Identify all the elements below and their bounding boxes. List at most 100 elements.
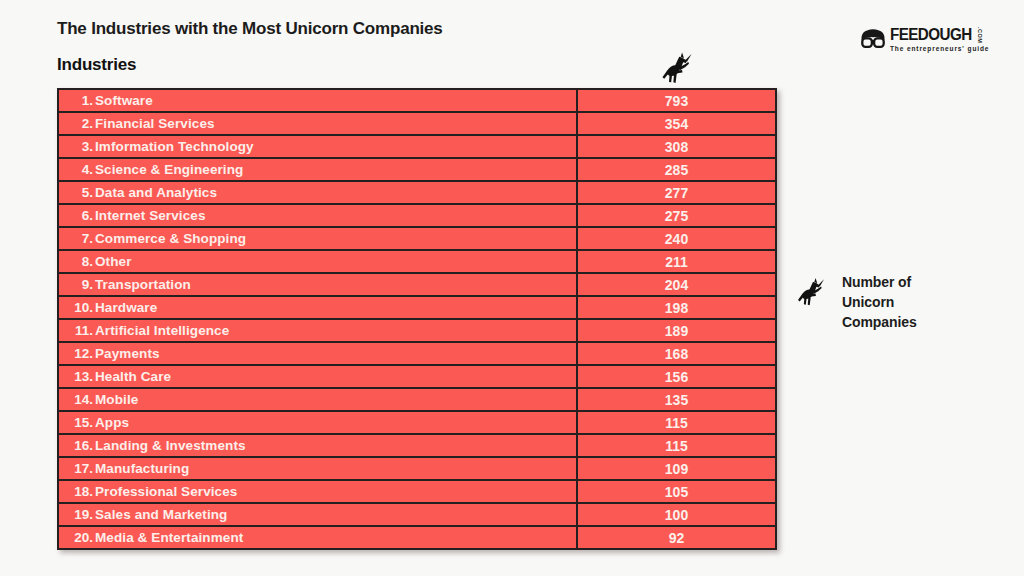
row-value: 277 [578, 182, 775, 203]
row-industry-label: Professional Services [95, 484, 237, 499]
industry-cell: 20.Media & Entertainment [59, 527, 578, 548]
industry-cell: 12.Payments [59, 343, 578, 364]
row-rank: 2. [59, 116, 93, 131]
row-value: 189 [578, 320, 775, 341]
table-row: 11.Artificial Intelligence189 [59, 318, 775, 341]
row-rank: 5. [59, 185, 93, 200]
row-value: 275 [578, 205, 775, 226]
industry-cell: 15.Apps [59, 412, 578, 433]
row-industry-label: Mobile [95, 392, 138, 407]
industry-cell: 2.Financial Services [59, 113, 578, 134]
industry-cell: 18.Professional Services [59, 481, 578, 502]
unicorn-table: 1.Software7932.Financial Services3543.Im… [57, 88, 777, 550]
row-rank: 14. [59, 392, 93, 407]
feedough-face-icon [860, 27, 886, 53]
industry-cell: 13.Health Care [59, 366, 578, 387]
row-value: 115 [578, 412, 775, 433]
table-row: 9.Transportation 204 [59, 272, 775, 295]
row-value: 92 [578, 527, 775, 548]
row-rank: 18. [59, 484, 93, 499]
row-rank: 12. [59, 346, 93, 361]
logo-tagline: The entrepreneurs' guide [890, 45, 989, 52]
table-row: 18.Professional Services105 [59, 479, 775, 502]
row-industry-label: Landing & Investments [95, 438, 246, 453]
row-value: 135 [578, 389, 775, 410]
row-industry-label: Internet Services [95, 208, 206, 223]
industry-cell: 19.Sales and Marketing [59, 504, 578, 525]
industry-cell: 11.Artificial Intelligence [59, 320, 578, 341]
row-value: 793 [578, 90, 775, 111]
industry-cell: 6.Internet Services [59, 205, 578, 226]
unicorn-infographic: The Industries with the Most Unicorn Com… [0, 0, 1024, 576]
row-industry-label: Transportation [95, 277, 191, 292]
row-rank: 3. [59, 139, 93, 154]
row-value: 204 [578, 274, 775, 295]
table-row: 10.Hardware198 [59, 295, 775, 318]
table-row: 1.Software793 [59, 90, 775, 111]
unicorn-icon [662, 51, 692, 83]
table-row: 5.Data and Analytics277 [59, 180, 775, 203]
row-industry-label: Apps [95, 415, 129, 430]
row-rank: 11. [59, 323, 93, 338]
row-rank: 9. [59, 277, 93, 292]
row-industry-label: Media & Entertainment [95, 530, 243, 545]
row-rank: 8. [59, 254, 93, 269]
unicorn-icon [798, 276, 824, 306]
table-row: 2.Financial Services354 [59, 111, 775, 134]
row-industry-label: Hardware [95, 300, 157, 315]
industry-cell: 16.Landing & Investments [59, 435, 578, 456]
row-rank: 19. [59, 507, 93, 522]
industry-cell: 3.Imformation Technology [59, 136, 578, 157]
row-value: 308 [578, 136, 775, 157]
table-row: 6.Internet Services275 [59, 203, 775, 226]
row-value: 105 [578, 481, 775, 502]
table-row: 8.Other211 [59, 249, 775, 272]
table-row: 14.Mobile135 [59, 387, 775, 410]
row-industry-label: Imformation Technology [95, 139, 254, 154]
table-row: 15.Apps115 [59, 410, 775, 433]
row-industry-label: Sales and Marketing [95, 507, 227, 522]
row-industry-label: Artificial Intelligence [95, 323, 229, 338]
table-row: 3.Imformation Technology308 [59, 134, 775, 157]
row-industry-label: Financial Services [95, 116, 215, 131]
row-industry-label: Payments [95, 346, 160, 361]
industry-cell: 1.Software [59, 90, 578, 111]
industry-cell: 7.Commerce & Shopping [59, 228, 578, 249]
table-row: 4.Science & Engineering285 [59, 157, 775, 180]
row-rank: 13. [59, 369, 93, 384]
table-row: 19.Sales and Marketing100 [59, 502, 775, 525]
table-row: 16.Landing & Investments115 [59, 433, 775, 456]
row-industry-label: Manufacturing [95, 461, 189, 476]
logo-tld-text: .COM [977, 27, 982, 43]
row-value: 109 [578, 458, 775, 479]
industry-cell: 4.Science & Engineering [59, 159, 578, 180]
table-row: 12.Payments168 [59, 341, 775, 364]
row-value: 198 [578, 297, 775, 318]
row-value: 240 [578, 228, 775, 249]
industry-cell: 14.Mobile [59, 389, 578, 410]
row-value: 211 [578, 251, 775, 272]
row-rank: 17. [59, 461, 93, 476]
row-rank: 4. [59, 162, 93, 177]
table-row: 20.Media & Entertainment92 [59, 525, 775, 548]
industry-cell: 5.Data and Analytics [59, 182, 578, 203]
row-rank: 6. [59, 208, 93, 223]
industry-cell: 8.Other [59, 251, 578, 272]
row-value: 354 [578, 113, 775, 134]
table-row: 13.Health Care156 [59, 364, 775, 387]
industry-cell: 10.Hardware [59, 297, 578, 318]
industry-cell: 17.Manufacturing [59, 458, 578, 479]
row-rank: 15. [59, 415, 93, 430]
row-industry-label: Software [95, 93, 153, 108]
legend-label: Number of Unicorn Companies [842, 272, 967, 332]
table-row: 7.Commerce & Shopping240 [59, 226, 775, 249]
table-row: 17.Manufacturing109 [59, 456, 775, 479]
row-value: 100 [578, 504, 775, 525]
page-title: The Industries with the Most Unicorn Com… [57, 19, 443, 39]
feedough-logo: FEEDOUGH .COM The entrepreneurs' guide [860, 27, 989, 53]
row-industry-label: Science & Engineering [95, 162, 243, 177]
row-industry-label: Data and Analytics [95, 185, 217, 200]
row-value: 115 [578, 435, 775, 456]
row-rank: 1. [59, 93, 93, 108]
row-value: 168 [578, 343, 775, 364]
